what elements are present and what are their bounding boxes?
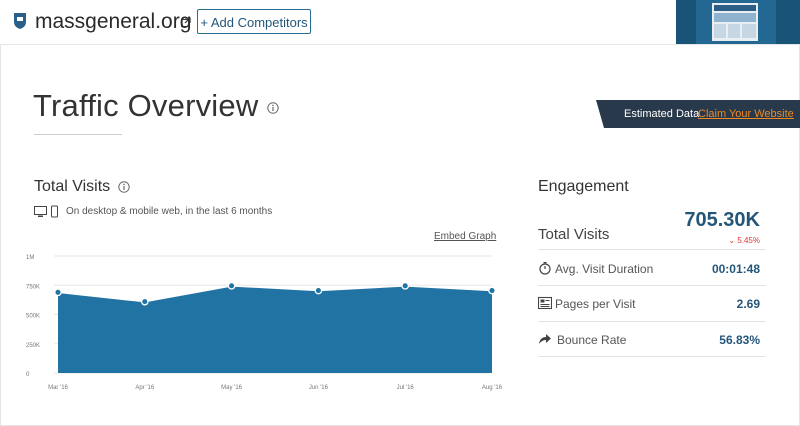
x-tick-label: Apr '16 (135, 385, 154, 391)
y-tick-label: 1M (26, 255, 34, 261)
engagement-total-visits-value: 705.30K (684, 209, 760, 231)
data-point[interactable] (401, 281, 410, 290)
x-tick-label: Mar '16 (48, 385, 68, 391)
site-header: massgeneral.org + Add Competitors (0, 0, 800, 45)
site-favicon-icon (14, 13, 26, 29)
total-visits-heading: Total Visits (34, 178, 111, 195)
engagement-row-avg-visit-duration: Avg. Visit Duration 00:01:48 (538, 250, 766, 286)
bounce-rate-value: 56.83% (719, 333, 760, 347)
site-thumbnail[interactable] (676, 0, 800, 44)
pages-icon (538, 296, 552, 310)
site-domain: massgeneral.org (35, 10, 192, 33)
add-competitors-button[interactable]: + Add Competitors (197, 9, 311, 34)
x-tick-label: Aug '16 (482, 385, 502, 391)
x-tick-label: Jun '16 (309, 385, 329, 391)
total-visits-chart: 0 250K 500K 750K 1M Mar '16 Apr '16 May '16 Jun … (26, 255, 502, 391)
avg-visit-duration-value: 00:01:48 (711, 262, 760, 276)
engagement-row-pages-per-visit: Pages per Visit 2.69 (538, 286, 766, 322)
visits-area (58, 285, 492, 373)
x-tick-label: May '16 (221, 385, 242, 391)
visits-change-badge: ⌄ 5.45% (728, 236, 760, 245)
title-divider (34, 134, 122, 135)
estimated-data-banner: Estimated Data Claim Your Website (596, 100, 800, 128)
data-point[interactable] (140, 297, 149, 306)
external-link-icon[interactable] (181, 17, 191, 27)
x-tick-label: Jul '16 (397, 385, 415, 391)
info-icon[interactable] (267, 102, 279, 114)
claim-website-link[interactable]: Claim Your Website (698, 108, 794, 120)
data-point[interactable] (488, 286, 496, 295)
bounce-arrow-icon (539, 334, 551, 344)
data-point[interactable] (227, 281, 236, 290)
y-tick-label: 750K (26, 284, 40, 290)
total-visits-subtitle: On desktop & mobile web, in the last 6 m… (66, 206, 273, 217)
data-point[interactable] (54, 288, 62, 297)
y-tick-label: 500K (26, 314, 40, 320)
embed-graph-link[interactable]: Embed Graph (434, 231, 497, 242)
engagement-total-visits-label: Total Visits (538, 226, 610, 243)
bounce-rate-label: Bounce Rate (557, 333, 627, 347)
y-tick-label: 0 (26, 372, 30, 378)
stopwatch-icon (539, 262, 551, 275)
desktop-mobile-icon (34, 205, 58, 218)
pages-per-visit-value: 2.69 (736, 297, 760, 311)
page-title: Traffic Overview (33, 88, 259, 123)
y-tick-label: 250K (26, 343, 40, 349)
pages-per-visit-label: Pages per Visit (555, 297, 636, 311)
engagement-row-bounce-rate: Bounce Rate 56.83% (538, 322, 766, 357)
engagement-heading: Engagement (538, 178, 629, 195)
visits-change-value: 5.45% (737, 236, 760, 245)
estimated-data-label: Estimated Data (624, 108, 700, 120)
visits-line (57, 285, 493, 303)
data-point[interactable] (314, 286, 323, 295)
down-arrow-icon: ⌄ (728, 236, 736, 245)
engagement-total-visits-row: Total Visits 705.30K ⌄ 5.45% (538, 206, 766, 250)
info-icon[interactable] (118, 181, 130, 193)
avg-visit-duration-label: Avg. Visit Duration (555, 262, 654, 276)
